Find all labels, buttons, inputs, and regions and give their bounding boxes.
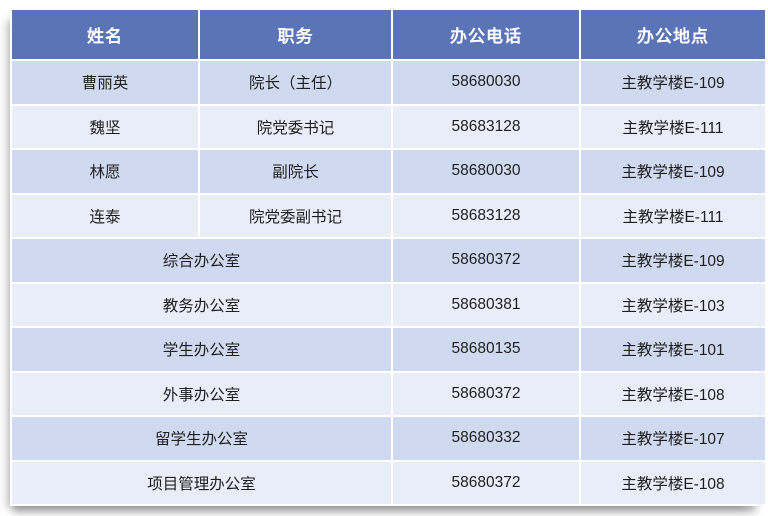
header-row: 姓名 职务 办公电话 办公地点 bbox=[12, 10, 765, 59]
column-header-name: 姓名 bbox=[12, 10, 198, 59]
column-header-phone: 办公电话 bbox=[393, 10, 579, 59]
column-header-location: 办公地点 bbox=[581, 10, 765, 59]
cell-title: 副院长 bbox=[200, 150, 391, 193]
cell-phone: 58680381 bbox=[393, 283, 579, 326]
cell-office: 外事办公室 bbox=[12, 372, 391, 415]
cell-phone: 58683128 bbox=[393, 194, 579, 237]
cell-phone: 58680332 bbox=[393, 417, 579, 460]
table-row: 教务办公室 58680381 主教学楼E-103 bbox=[12, 283, 765, 326]
cell-office: 学生办公室 bbox=[12, 328, 391, 371]
cell-location: 主教学楼E-109 bbox=[581, 61, 765, 104]
cell-location: 主教学楼E-111 bbox=[581, 194, 765, 237]
table-row: 连泰 院党委副书记 58683128 主教学楼E-111 bbox=[12, 194, 765, 237]
cell-location: 主教学楼E-101 bbox=[581, 328, 765, 371]
cell-office: 综合办公室 bbox=[12, 239, 391, 282]
cell-location: 主教学楼E-108 bbox=[581, 372, 765, 415]
table-row: 魏坚 院党委书记 58683128 主教学楼E-111 bbox=[12, 105, 765, 148]
cell-phone: 58680372 bbox=[393, 461, 579, 504]
table-row: 林愿 副院长 58680030 主教学楼E-109 bbox=[12, 150, 765, 193]
cell-name: 连泰 bbox=[12, 194, 198, 237]
cell-location: 主教学楼E-111 bbox=[581, 105, 765, 148]
cell-location: 主教学楼E-109 bbox=[581, 150, 765, 193]
cell-office: 留学生办公室 bbox=[12, 417, 391, 460]
contact-table-card: 姓名 职务 办公电话 办公地点 曹丽英 院长（主任） 58680030 主教学楼E-1… bbox=[10, 8, 765, 506]
cell-phone: 58680372 bbox=[393, 372, 579, 415]
cell-office: 项目管理办公室 bbox=[12, 461, 391, 504]
cell-location: 主教学楼E-108 bbox=[581, 461, 765, 504]
cell-phone: 58680372 bbox=[393, 239, 579, 282]
cell-name: 林愿 bbox=[12, 150, 198, 193]
table-row: 项目管理办公室 58680372 主教学楼E-108 bbox=[12, 461, 765, 504]
table-row: 学生办公室 58680135 主教学楼E-101 bbox=[12, 328, 765, 371]
table-row: 外事办公室 58680372 主教学楼E-108 bbox=[12, 372, 765, 415]
cell-phone: 58680030 bbox=[393, 150, 579, 193]
contact-table: 姓名 职务 办公电话 办公地点 曹丽英 院长（主任） 58680030 主教学楼E-1… bbox=[10, 8, 767, 506]
table-row: 留学生办公室 58680332 主教学楼E-107 bbox=[12, 417, 765, 460]
cell-location: 主教学楼E-109 bbox=[581, 239, 765, 282]
cell-phone: 58680030 bbox=[393, 61, 579, 104]
table-row: 曹丽英 院长（主任） 58680030 主教学楼E-109 bbox=[12, 61, 765, 104]
table-header: 姓名 职务 办公电话 办公地点 bbox=[12, 10, 765, 59]
cell-phone: 58680135 bbox=[393, 328, 579, 371]
cell-title: 院党委书记 bbox=[200, 105, 391, 148]
table-body: 曹丽英 院长（主任） 58680030 主教学楼E-109 魏坚 院党委书记 5868312… bbox=[12, 61, 765, 504]
column-header-title: 职务 bbox=[200, 10, 391, 59]
cell-title: 院党委副书记 bbox=[200, 194, 391, 237]
cell-name: 魏坚 bbox=[12, 105, 198, 148]
table-row: 综合办公室 58680372 主教学楼E-109 bbox=[12, 239, 765, 282]
cell-name: 曹丽英 bbox=[12, 61, 198, 104]
cell-location: 主教学楼E-107 bbox=[581, 417, 765, 460]
cell-location: 主教学楼E-103 bbox=[581, 283, 765, 326]
cell-title: 院长（主任） bbox=[200, 61, 391, 104]
cell-phone: 58683128 bbox=[393, 105, 579, 148]
cell-office: 教务办公室 bbox=[12, 283, 391, 326]
